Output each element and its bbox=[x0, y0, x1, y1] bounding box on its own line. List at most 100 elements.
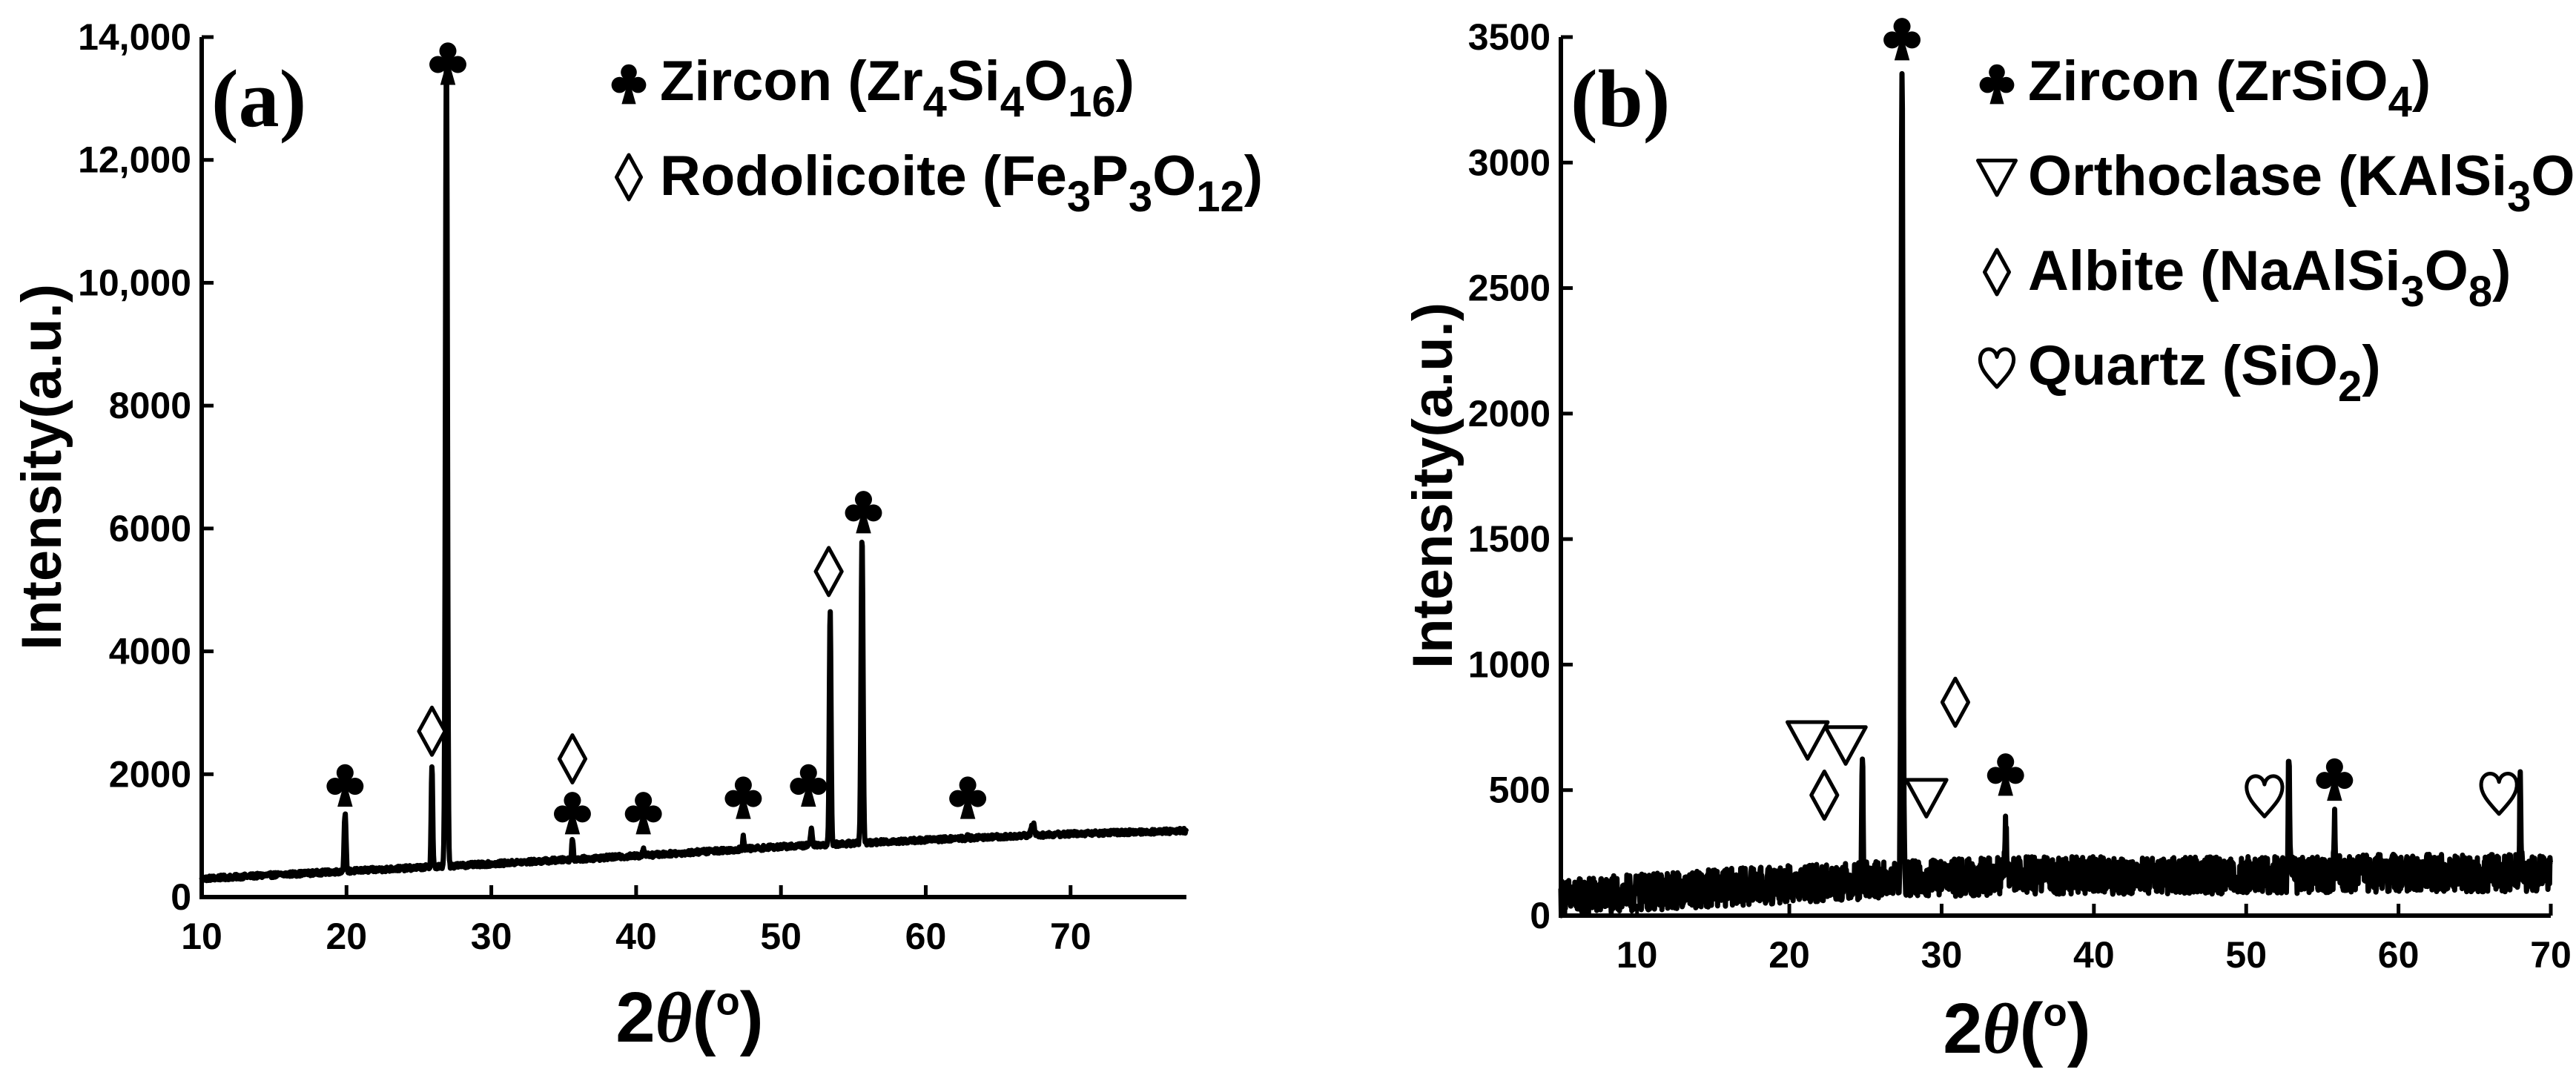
legend-club-icon bbox=[1979, 64, 2015, 105]
peak-marker-club-icon bbox=[1987, 753, 2024, 796]
legend-subscript: 8 bbox=[2468, 268, 2492, 316]
legend-club-icon bbox=[611, 64, 647, 105]
y-tick-label: 2000 bbox=[109, 753, 191, 795]
peak-marker-diamond-outline-icon bbox=[1809, 769, 1840, 821]
legend-subscript: 8 bbox=[2575, 173, 2576, 221]
x-axis-title: 2θ(o) bbox=[615, 978, 763, 1057]
legend-text-run: Zircon (ZrSiO bbox=[2028, 50, 2388, 113]
y-tick-label: 1000 bbox=[1468, 644, 1550, 685]
legend-diamond-outline-icon bbox=[1983, 248, 2011, 297]
legend-text-run: Rodolicoite (Fe bbox=[660, 145, 1067, 208]
peak-marker-heart-outline-icon bbox=[2479, 772, 2519, 816]
x-axis-title-degree: o bbox=[716, 980, 739, 1024]
panel-label: (b) bbox=[1571, 53, 1670, 144]
legend-text-run: ) bbox=[2362, 334, 2380, 397]
legend-entry-label: Albite (NaAlSi3O8) bbox=[2028, 239, 2511, 316]
peak-marker-diamond-outline-icon bbox=[813, 546, 844, 598]
legend-diamond-outline-icon bbox=[615, 153, 643, 202]
panel-b-chart: 0 500 1000 1500 2000 2500 3000 3500 10 20 30 40 50 60… bbox=[1401, 16, 2576, 1068]
x-tick-label: 20 bbox=[1768, 934, 1810, 976]
y-axis-title: Intensity(a.u.) bbox=[10, 284, 73, 650]
peak-marker-triangle-down-outline-icon bbox=[1786, 720, 1830, 761]
x-axis-title-theta: θ bbox=[655, 978, 693, 1057]
y-tick-label: 0 bbox=[1530, 895, 1550, 936]
y-tick-label: 14,000 bbox=[78, 16, 191, 58]
legend-subscript: 3 bbox=[1067, 173, 1091, 221]
legend-triangle-down-outline-icon bbox=[1976, 159, 2018, 197]
x-axis-title-degree: o bbox=[2043, 991, 2067, 1035]
legend-text-run: Si bbox=[947, 50, 1000, 113]
x-axis-title: 2θ(o) bbox=[1943, 989, 2090, 1068]
x-tick-label: 70 bbox=[1050, 916, 1092, 957]
x-axis-title-paren: ) bbox=[740, 978, 764, 1057]
x-axis-title-number: 2 bbox=[1943, 989, 1982, 1068]
legend-heart-outline-icon bbox=[1978, 347, 2016, 389]
legend-subscript: 3 bbox=[2507, 173, 2531, 221]
legend-text-run: P bbox=[1091, 145, 1129, 208]
legend-text-run: O bbox=[1152, 145, 1196, 208]
legend-entry-label: Quartz (SiO2) bbox=[2028, 334, 2381, 411]
diffraction-pattern-line bbox=[1558, 70, 2553, 919]
legend-text-run: Orthoclase (KAlSi bbox=[2028, 145, 2507, 208]
peak-marker-club-icon bbox=[845, 491, 882, 534]
legend-subscript: 16 bbox=[1068, 78, 1116, 126]
peak-marker-club-icon bbox=[1883, 18, 1921, 61]
y-tick-label: 8000 bbox=[109, 385, 191, 426]
legend-text-run: ) bbox=[1116, 50, 1135, 113]
y-tick-label: 6000 bbox=[109, 508, 191, 549]
y-tick-label: 4000 bbox=[109, 631, 191, 672]
legend-text-run: O bbox=[2425, 239, 2468, 302]
legend-subscript: 4 bbox=[2388, 78, 2412, 126]
legend-entry-label: Orthoclase (KAlSi3O8) bbox=[2028, 145, 2576, 221]
peak-marker-club-icon bbox=[2316, 758, 2354, 801]
legend-subscript: 12 bbox=[1196, 173, 1244, 221]
peak-marker-club-icon bbox=[429, 42, 466, 85]
y-tick-label: 1500 bbox=[1468, 518, 1550, 560]
legend-subscript: 3 bbox=[2401, 268, 2425, 316]
y-tick-label: 0 bbox=[171, 876, 191, 918]
peak-marker-club-icon bbox=[790, 764, 828, 807]
peak-marker-diamond-outline-icon bbox=[1940, 676, 1971, 728]
peak-marker-club-icon bbox=[553, 792, 591, 835]
y-tick-label: 3000 bbox=[1468, 142, 1550, 183]
legend-subscript: 4 bbox=[1000, 78, 1024, 126]
x-tick-label: 30 bbox=[1921, 934, 1963, 976]
panel-label: (a) bbox=[211, 53, 306, 144]
y-tick-label: 500 bbox=[1489, 770, 1550, 811]
legend-text-run: Albite (NaAlSi bbox=[2028, 239, 2401, 302]
legend-entry-label: Zircon (Zr4Si4O16) bbox=[660, 50, 1135, 126]
legend-text-run: Quartz (SiO bbox=[2028, 334, 2338, 397]
peak-marker-triangle-down-outline-icon bbox=[1823, 725, 1868, 766]
x-tick-label: 60 bbox=[2378, 934, 2420, 976]
y-tick-label: 2500 bbox=[1468, 268, 1550, 309]
x-tick-label: 60 bbox=[905, 916, 947, 957]
x-tick-label: 10 bbox=[1616, 934, 1658, 976]
peak-marker-diamond-outline-icon bbox=[557, 733, 588, 785]
legend-entry-label: Rodolicoite (Fe3P3O12) bbox=[660, 145, 1263, 221]
y-axis-title: Intensity(a.u.) bbox=[1401, 302, 1464, 669]
diffraction-pattern-line bbox=[199, 62, 1189, 884]
y-tick-label: 12,000 bbox=[78, 139, 191, 181]
y-tick-label: 3500 bbox=[1468, 16, 1550, 58]
x-axis-title-number: 2 bbox=[615, 978, 655, 1057]
legend-text-run: O bbox=[1024, 50, 1068, 113]
legend-subscript: 4 bbox=[923, 78, 947, 126]
peak-marker-club-icon bbox=[624, 792, 662, 835]
legend-subscript: 3 bbox=[1129, 173, 1152, 221]
peak-marker-diamond-outline-icon bbox=[417, 705, 447, 757]
peak-marker-triangle-down-outline-icon bbox=[1904, 778, 1949, 818]
x-tick-label: 20 bbox=[326, 916, 367, 957]
legend-text-run: Zircon (Zr bbox=[660, 50, 923, 113]
x-tick-label: 30 bbox=[471, 916, 512, 957]
x-tick-label: 50 bbox=[2225, 934, 2267, 976]
peak-marker-club-icon bbox=[724, 776, 762, 819]
peak-marker-heart-outline-icon bbox=[2245, 774, 2285, 818]
x-axis-title-paren: ) bbox=[2067, 989, 2091, 1068]
panel-a-chart: 0 2000 4000 6000 8000 10,000 12,000 14,000 10 20 3… bbox=[10, 16, 1263, 1057]
y-tick-label: 10,000 bbox=[78, 262, 191, 303]
legend-text-run: ) bbox=[2412, 50, 2431, 113]
x-tick-label: 50 bbox=[760, 916, 802, 957]
x-axis-title-paren: ( bbox=[2020, 989, 2044, 1068]
x-tick-label: 70 bbox=[2530, 934, 2572, 976]
